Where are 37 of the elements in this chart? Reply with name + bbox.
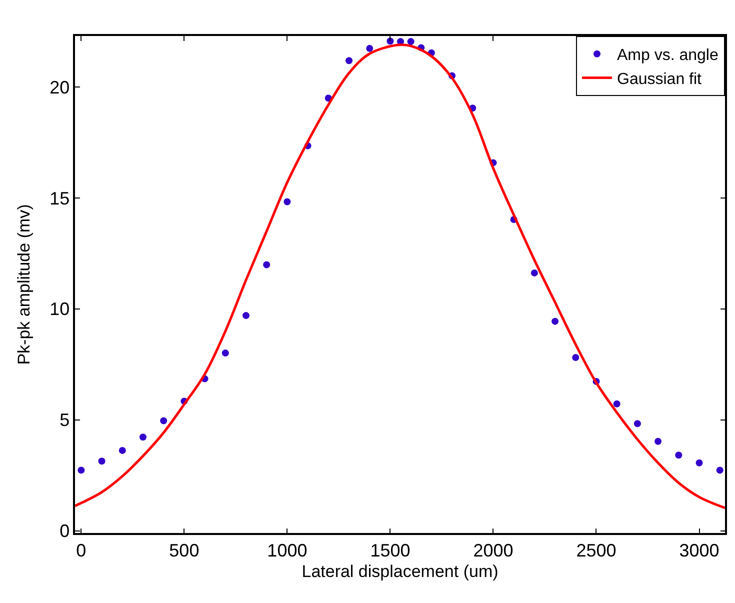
point [346,57,353,64]
point [552,318,559,325]
point [634,420,641,428]
point [530,269,538,276]
point [139,434,146,441]
point [242,312,250,320]
y-tick-label: 0 [60,521,70,542]
point [572,354,580,361]
y-tick-label: 20 [50,77,70,98]
x-tick-label: 1000 [267,540,308,560]
y-tick-label: 5 [60,410,70,430]
y-tick-label: 10 [50,299,70,320]
x-axis-title: Lateral displacement (um) [302,562,498,582]
point [160,417,168,424]
point [613,400,620,408]
x-tick-label: 1500 [370,540,410,560]
x-tick-label: 0 [76,540,86,560]
point [654,438,662,445]
point [696,459,703,466]
x-tick-label: 2500 [576,540,616,560]
point [675,452,682,459]
point [716,466,724,474]
point [407,38,414,46]
y-tick-label: 15 [50,188,70,208]
x-tick-label: 2000 [473,540,514,560]
y-axis-title: Pk-pk amplitude (mv) [14,204,34,365]
point [284,198,291,206]
point [263,261,270,268]
point [78,466,85,474]
point [366,44,374,52]
point [222,350,229,357]
x-tick-label: 3000 [679,540,720,560]
legend-label: Amp vs. angle [617,47,718,64]
legend-label: Gaussian fit [617,70,702,88]
point [98,458,106,465]
point [118,446,126,454]
x-tick-label: 500 [169,540,200,560]
